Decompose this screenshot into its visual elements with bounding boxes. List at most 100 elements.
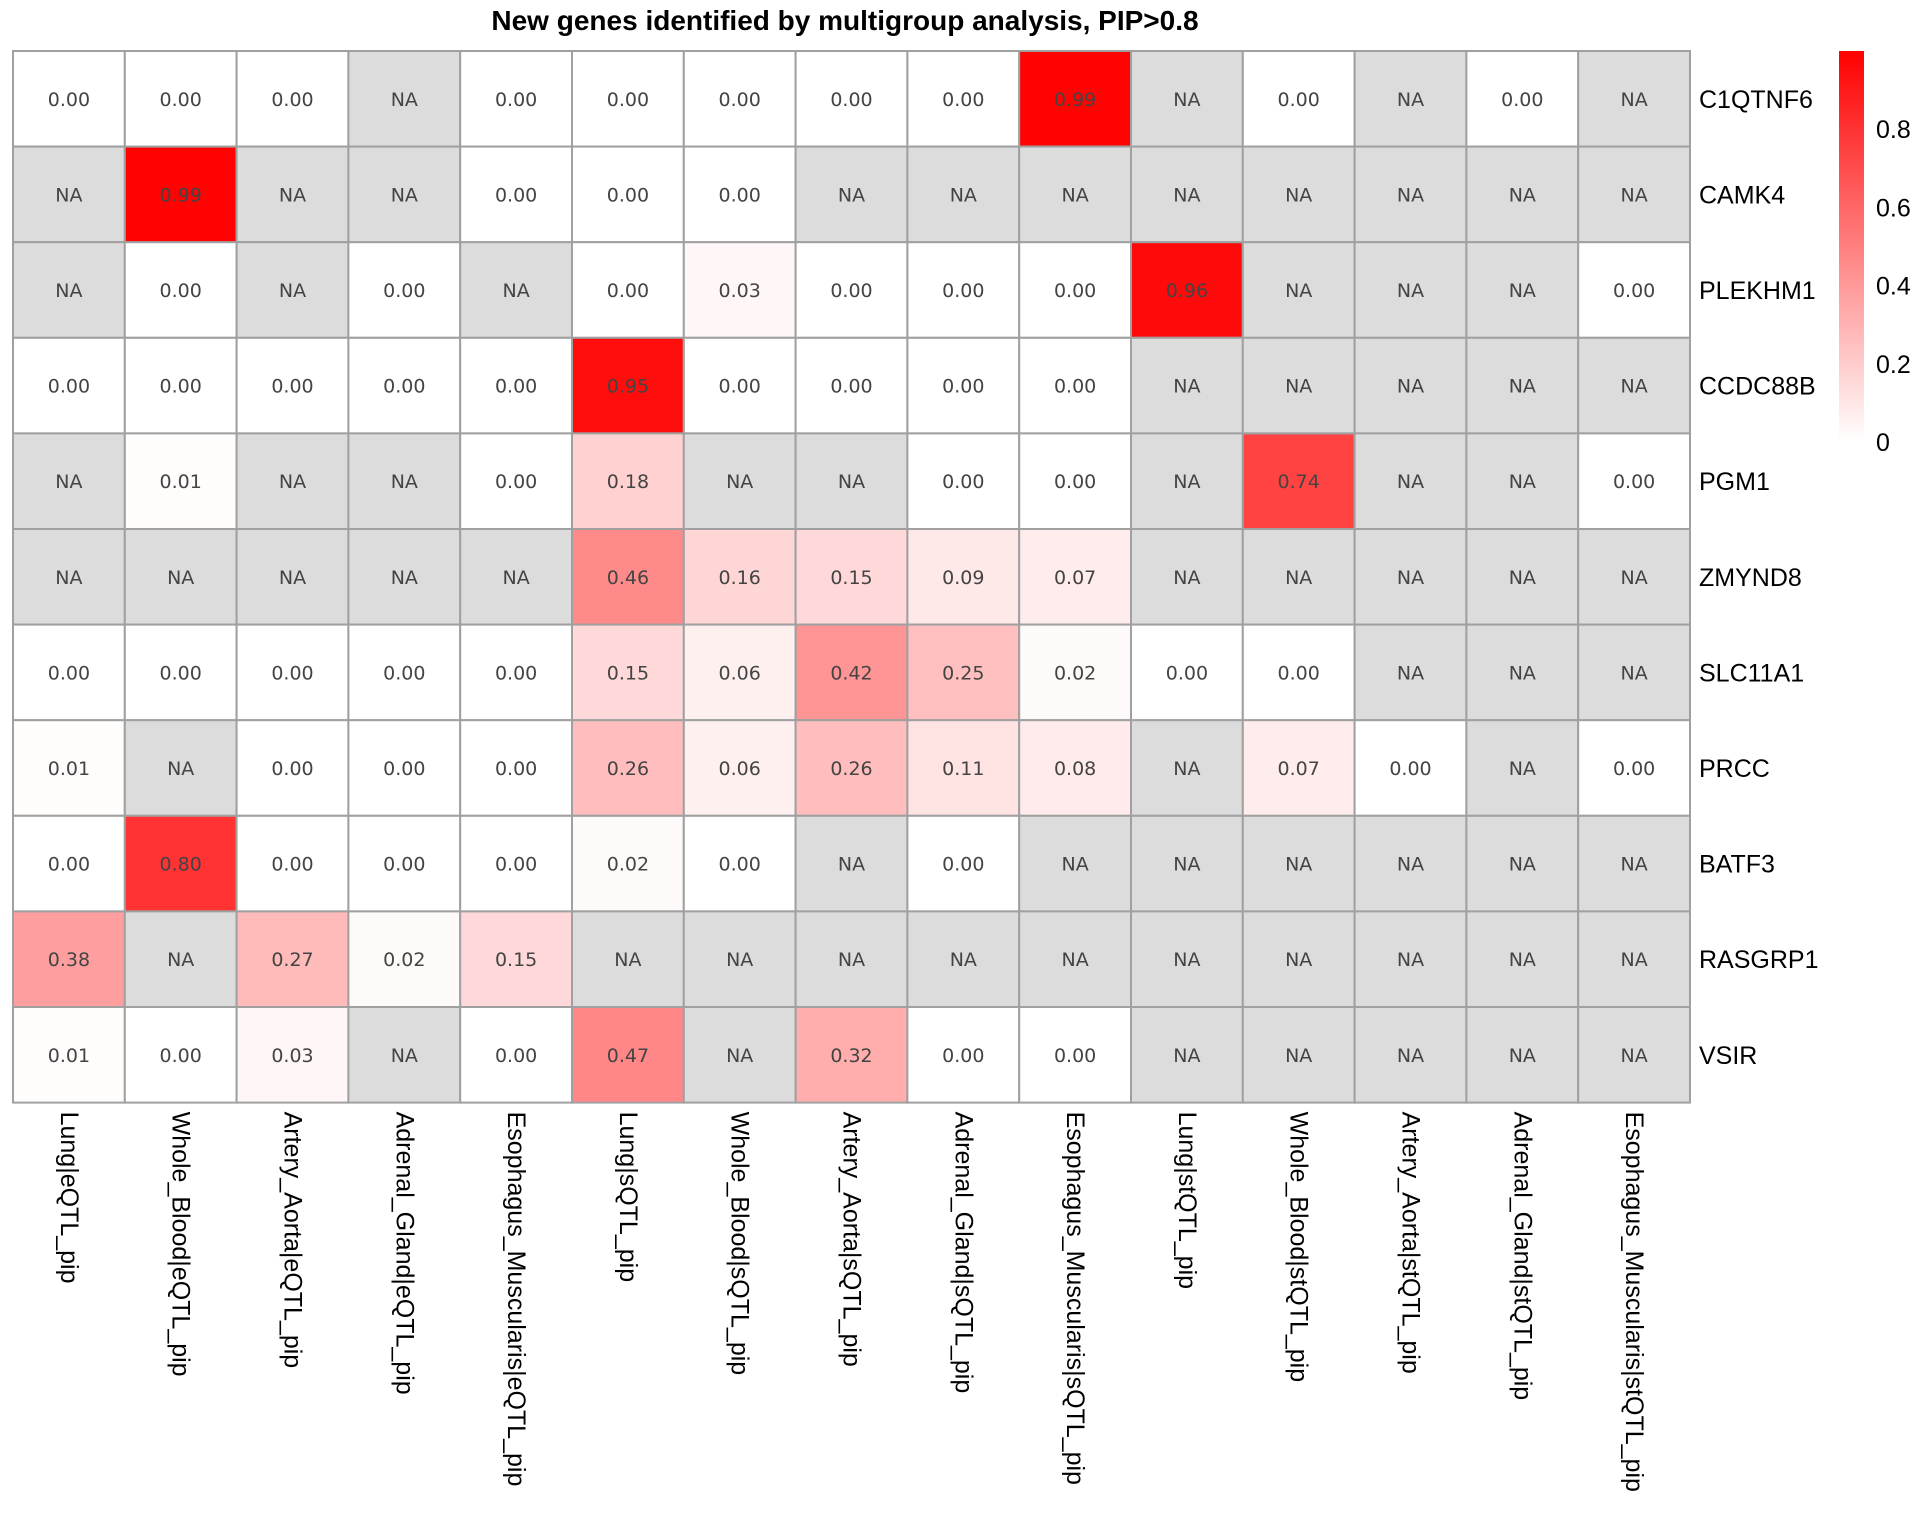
heatmap-cell [1353,145,1468,244]
cell-value-label: NA [1397,567,1424,589]
cell-value-label: NA [1285,949,1312,971]
heatmap-cell [794,528,909,626]
heatmap-cell [682,910,797,1009]
cell-value-label: 0.00 [719,854,761,876]
cell-value-label: 0.11 [942,758,984,780]
cell-value-label: 0.00 [271,89,313,111]
cell-value-label: 0.00 [1166,662,1208,684]
heatmap-cell [682,719,797,817]
column-labels: Lung|eQTL_pip Whole_Blood|eQTL_pip Artery_… [55,1112,1648,1492]
cell-value-label: NA [726,1045,753,1067]
heatmap-cell [1353,528,1468,626]
cell-value-label: 0.00 [383,376,425,398]
heatmap-cell [1353,719,1468,817]
column-label: Lung|eQTL_pip [55,1112,83,1284]
heatmap-cell [1130,1006,1244,1104]
column-label: Whole_Blood|sQTL_pip [726,1112,754,1376]
heatmap-cell [1241,910,1356,1009]
cell-value-label: 0.00 [495,758,537,780]
cell-value-label: 0.46 [607,567,649,589]
cell-value-label: NA [1173,376,1200,398]
heatmap-cell [794,814,909,913]
heatmap-cell [1353,1006,1468,1104]
cell-value-label: NA [1173,184,1200,206]
heatmap-cell [682,528,797,626]
cell-value-label: NA [391,471,418,493]
cell-value-label: 0.03 [271,1045,313,1067]
cell-value-label: 0.00 [830,376,872,398]
cell-value-label: NA [1509,949,1536,971]
cell-value-label: 0.00 [1054,376,1096,398]
column-label: Whole_Blood|eQTL_pip [167,1112,195,1377]
cell-value-label: NA [55,280,82,302]
cell-value-label: 0.80 [160,854,202,876]
cell-value-label: 0.74 [1278,471,1320,493]
cell-value-label: NA [1397,471,1424,493]
cell-value-label: 0.02 [1054,662,1096,684]
column-label: Esophagus_Muscularis|eQTL_pip [502,1112,530,1487]
cell-value-label: 0.00 [495,662,537,684]
heatmap-cell [571,528,685,626]
heatmap-cell [123,528,238,626]
cell-value-label: 0.00 [271,854,313,876]
cell-value-label: 0.00 [48,662,90,684]
cell-value-label: 0.38 [48,949,90,971]
heatmap-cell [235,50,350,148]
heatmap-cell [1241,814,1356,913]
heatmap-cell [459,719,574,817]
cell-value-label: 0.47 [607,1045,649,1067]
cell-value-label: NA [1509,184,1536,206]
cell-value-label: 0.27 [271,949,313,971]
cell-value-label: NA [279,184,306,206]
cell-value-label: NA [1620,854,1647,876]
cell-value-label: 0.15 [830,567,872,589]
heatmap-cell [12,432,126,530]
cell-value-label: 0.02 [607,854,649,876]
cell-value-label: 0.00 [495,1045,537,1067]
heatmap-cell [347,145,462,244]
cell-value-label: NA [1509,758,1536,780]
heatmap-cell [459,145,574,244]
cell-value-label: NA [1285,854,1312,876]
cell-value-label: NA [1173,1045,1200,1067]
heatmap-cell [1465,910,1580,1009]
cell-value-label: 0.00 [719,89,761,111]
cell-value-label: NA [167,758,194,780]
cell-value-label: NA [1285,376,1312,398]
cell-value-label: NA [1397,949,1424,971]
cell-value-label: 0.01 [160,471,202,493]
heatmap-cell [571,145,685,244]
cell-value-label: 0.99 [1054,89,1096,111]
cell-value-label: NA [167,949,194,971]
heatmap-cell [235,145,350,244]
cell-value-label: 0.00 [942,471,984,493]
cell-value-label: NA [1620,184,1647,206]
cell-value-label: NA [838,949,865,971]
heatmap-cell [571,1006,685,1104]
cell-value-label: 0.00 [383,662,425,684]
cell-value-label: NA [838,471,865,493]
cell-value-label: 0.26 [830,758,872,780]
row-label: CAMK4 [1699,181,1785,209]
heatmap-cell [1577,1006,1691,1104]
cell-value-label: 0.15 [607,662,649,684]
cell-value-label: 0.00 [1613,758,1655,780]
cell-value-label: 0.00 [1054,471,1096,493]
heatmap-cell [1465,145,1580,244]
row-label: ZMYND8 [1699,564,1802,592]
cell-value-label: 0.00 [271,758,313,780]
column-label: Whole_Blood|stQTL_pip [1285,1112,1313,1383]
cell-value-label: NA [1285,1045,1312,1067]
heatmap-cell [1577,241,1691,339]
heatmap-cell [1018,623,1133,722]
cell-value-label: 0.00 [160,280,202,302]
cell-value-label: NA [167,567,194,589]
heatmap-cell [1353,241,1468,339]
cell-value-label: NA [1509,471,1536,493]
cell-value-label: 0.00 [1501,89,1543,111]
row-label: RASGRP1 [1699,946,1818,974]
legend-color-bar [1839,51,1864,442]
cell-value-label: 0.00 [495,471,537,493]
heatmap-cell [123,145,238,244]
